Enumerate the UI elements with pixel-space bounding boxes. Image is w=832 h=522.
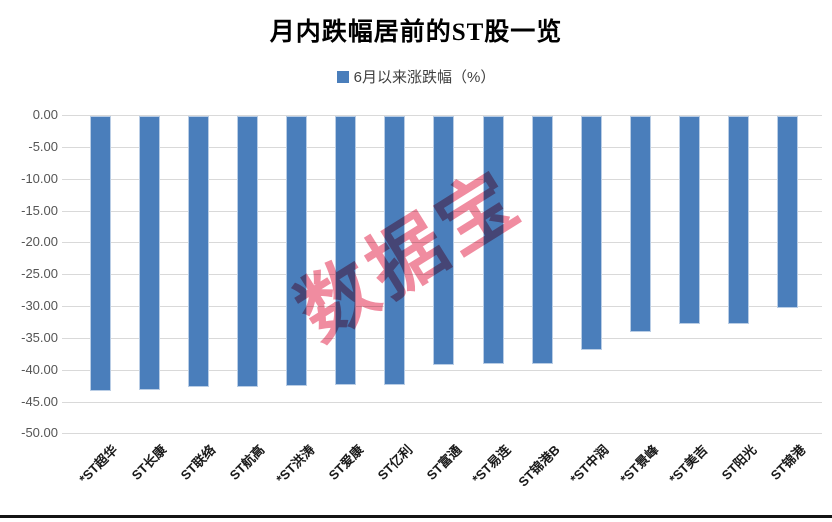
bar-*ST景峰: [630, 116, 651, 332]
y-axis-tick-label: -25.00: [21, 266, 58, 281]
gridline: [62, 115, 822, 116]
bar-*ST超华: [90, 116, 111, 391]
x-axis-label: *ST景峰: [617, 442, 662, 487]
bar-ST阳光: [728, 116, 749, 324]
legend-swatch-icon: [336, 70, 349, 83]
x-axis-label: *ST超华: [76, 442, 121, 487]
y-axis-tick-label: -5.00: [28, 139, 58, 154]
y-axis-tick-label: -20.00: [21, 234, 58, 249]
y-axis-tick-label: 0.00: [32, 107, 58, 122]
legend-label: 6月以来涨跌幅（%）: [353, 69, 496, 86]
y-axis-tick-label: -40.00: [21, 362, 58, 377]
bar-ST富通: [433, 116, 454, 365]
bar-ST长康: [139, 116, 160, 390]
bar-ST亿利: [384, 116, 405, 385]
gridline: [62, 370, 822, 371]
y-axis-tick-label: -35.00: [21, 330, 58, 345]
gridline: [62, 433, 822, 434]
x-axis-label: ST爱康: [325, 442, 367, 483]
bar-ST锦港B: [532, 116, 553, 364]
x-axis-label: ST阳光: [718, 442, 760, 483]
bar-*ST美吉: [679, 116, 700, 324]
bar-ST锦港: [777, 116, 798, 308]
x-axis-label: ST亿利: [374, 442, 416, 483]
bar-ST爱康: [335, 116, 356, 385]
y-axis-tick-label: -50.00: [21, 425, 58, 440]
bar-ST联络: [188, 116, 209, 387]
bar-*ST易连: [483, 116, 504, 364]
bar-*ST洪涛: [286, 116, 307, 386]
y-axis-tick-label: -30.00: [21, 298, 58, 313]
bar-ST航高: [237, 116, 258, 387]
x-axis-label: ST长康: [128, 442, 170, 483]
x-axis-label: ST联络: [177, 442, 219, 483]
x-axis-label: *ST易连: [469, 442, 514, 487]
bar-*ST中润: [581, 116, 602, 350]
y-axis-tick-label: -15.00: [21, 203, 58, 218]
bottom-border-line: [0, 515, 832, 518]
chart-title: 月内跌幅居前的ST股一览: [269, 19, 563, 46]
x-axis-label: *ST中润: [567, 442, 612, 487]
y-axis-tick-label: -10.00: [21, 171, 58, 186]
x-axis-label: *ST美吉: [666, 442, 711, 487]
x-axis-label: ST锦港: [767, 442, 809, 483]
y-axis-tick-label: -45.00: [21, 394, 58, 409]
x-axis-label: *ST洪涛: [273, 442, 318, 487]
gridline: [62, 402, 822, 403]
x-axis-label: ST航高: [226, 442, 268, 483]
legend: 6月以来涨跌幅（%）: [0, 66, 832, 87]
x-axis-label: ST锦港B: [515, 442, 563, 490]
x-axis-label: ST富通: [423, 442, 465, 483]
